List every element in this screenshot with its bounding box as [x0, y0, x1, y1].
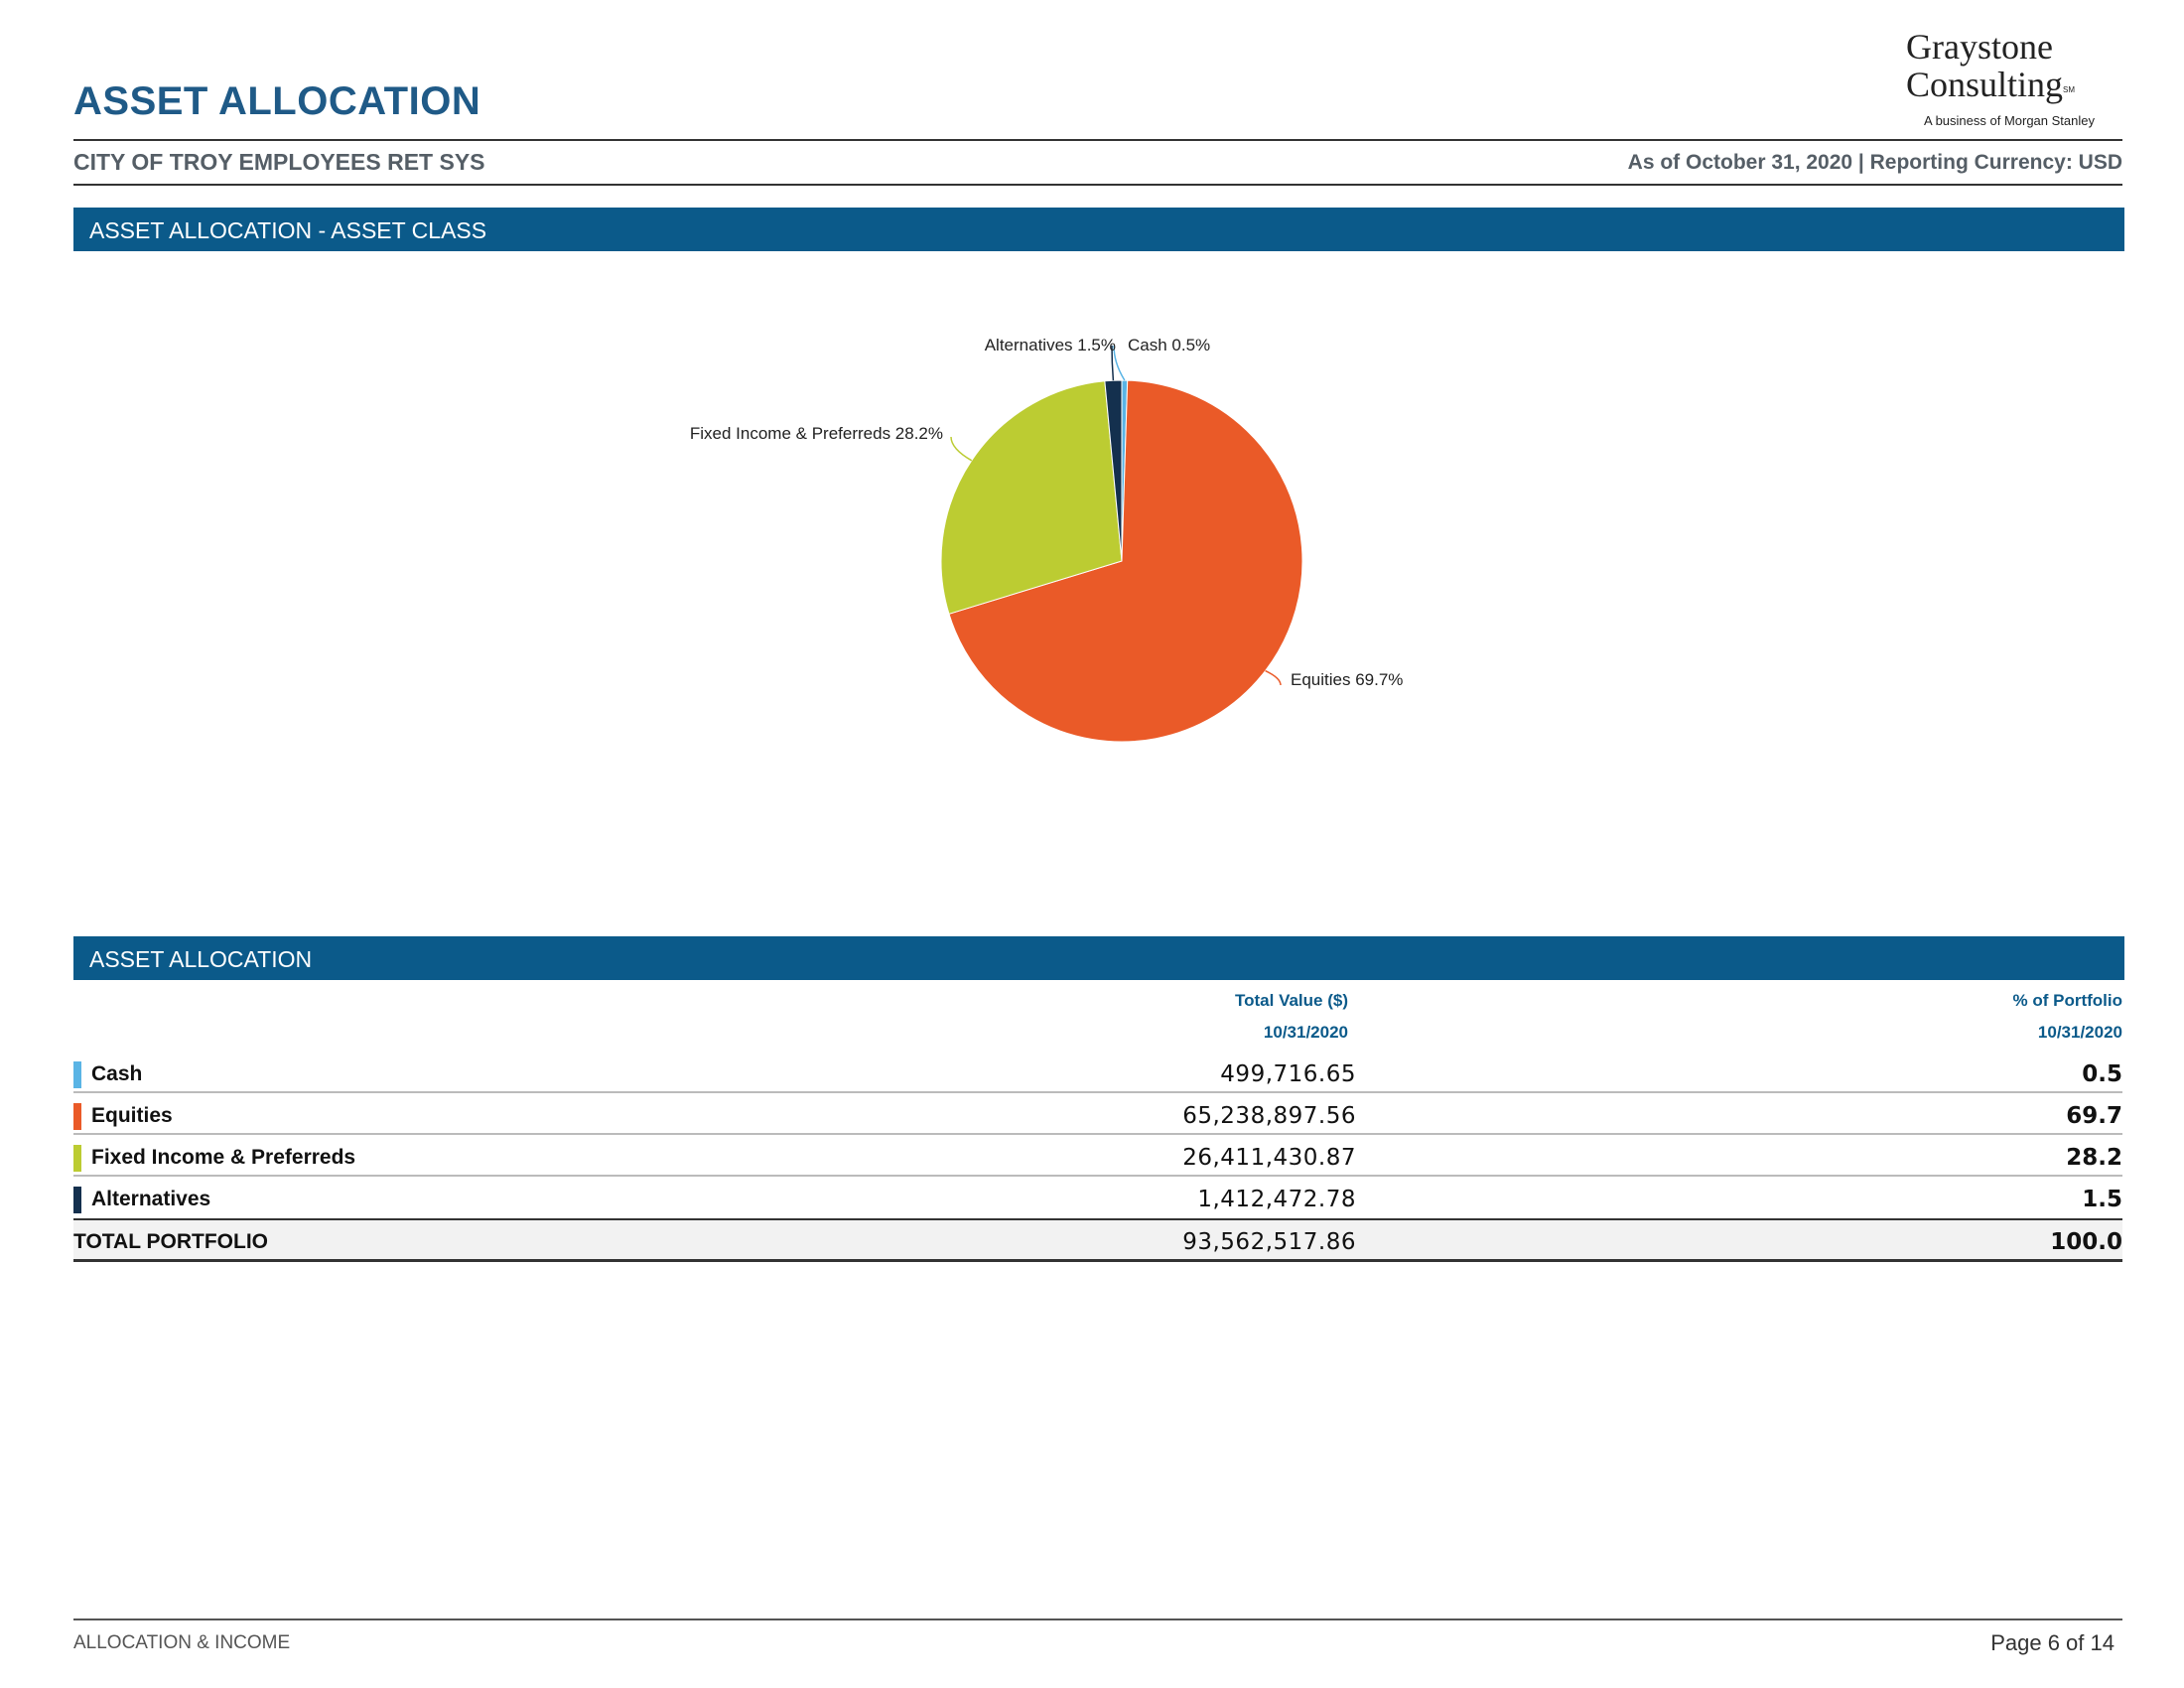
total-pct: 100.0 [2050, 1229, 2122, 1255]
client-name: CITY OF TROY EMPLOYEES RET SYS [73, 149, 485, 175]
legend-swatch-cash [73, 1061, 81, 1088]
page-number: Page 6 of 14 [1990, 1630, 2115, 1655]
subheader-divider [73, 184, 2122, 186]
section-header-asset-allocation: ASSET ALLOCATION [73, 936, 2124, 980]
legend-swatch-fixed-income [73, 1145, 81, 1172]
row-label: Cash [91, 1062, 143, 1085]
row-label: Fixed Income & Preferreds [91, 1146, 356, 1169]
pie-slice-equities [948, 379, 1303, 743]
table-row: Fixed Income & Preferreds 26,411,430.87 … [73, 1136, 2122, 1177]
row-total-value: 26,411,430.87 [1182, 1145, 1356, 1171]
row-pct-portfolio: 28.2 [2066, 1145, 2122, 1171]
row-total-value: 1,412,472.78 [1197, 1187, 1356, 1212]
slice-label-alternatives: Alternatives 1.5% [985, 336, 1116, 354]
logo-tagline: A business of Morgan Stanley [1924, 113, 2095, 128]
slice-label-cash: Cash 0.5% [1128, 336, 1210, 354]
table-row: Equities 65,238,897.56 69.7 [73, 1094, 2122, 1135]
leader-line-equities [1265, 669, 1282, 686]
table-row: Cash 499,716.65 0.5 [73, 1053, 2122, 1093]
header-divider [73, 139, 2122, 141]
logo-line2: ConsultingSM [1906, 65, 2076, 104]
leader-line-cash [1113, 345, 1126, 381]
footer-divider [73, 1618, 2122, 1620]
slice-label-equities: Equities 69.7% [1291, 670, 1403, 689]
slice-label-fixed-income: Fixed Income & Preferreds 28.2% [690, 424, 943, 443]
leader-line-alternatives [1111, 345, 1115, 381]
table-total-row: TOTAL PORTFOLIO 93,562,517.86 100.0 [73, 1218, 2122, 1262]
logo-line1: Graystone [1906, 27, 2053, 67]
logo-service-mark: SM [2063, 85, 2076, 94]
column-header-total-value-date: 10/31/2020 [1263, 1023, 1348, 1042]
page-title: ASSET ALLOCATION [73, 79, 481, 123]
table-row: Alternatives 1,412,472.78 1.5 [73, 1178, 2122, 1218]
row-label: Equities [91, 1104, 173, 1127]
leader-line-fixed-income [950, 436, 973, 462]
footer-section-name: ALLOCATION & INCOME [73, 1632, 291, 1653]
column-header-total-value: Total Value ($) [1235, 991, 1348, 1010]
pie-slice-fixed-income [940, 380, 1123, 615]
as-of-date: As of October 31, 2020 | Reporting Curre… [1627, 151, 2122, 174]
asset-class-pie-chart: Cash 0.5% Equities 69.7% Fixed Income & Pr… [596, 308, 1489, 765]
graystone-logo: Graystone ConsultingSM A business of Mor… [1906, 28, 2124, 128]
row-pct-portfolio: 1.5 [2082, 1187, 2122, 1212]
row-pct-portfolio: 0.5 [2082, 1061, 2122, 1087]
legend-swatch-equities [73, 1103, 81, 1130]
legend-swatch-alternatives [73, 1187, 81, 1213]
total-value: 93,562,517.86 [1182, 1229, 1356, 1255]
column-header-pct-portfolio-date: 10/31/2020 [2037, 1023, 2122, 1042]
total-label: TOTAL PORTFOLIO [73, 1230, 268, 1253]
row-label: Alternatives [91, 1188, 211, 1210]
row-total-value: 499,716.65 [1220, 1061, 1356, 1087]
row-total-value: 65,238,897.56 [1182, 1103, 1356, 1129]
pie-svg: Cash 0.5% Equities 69.7% Fixed Income & Pr… [690, 336, 1403, 743]
row-pct-portfolio: 69.7 [2066, 1103, 2122, 1129]
column-header-pct-portfolio: % of Portfolio [2012, 991, 2122, 1010]
section-header-asset-class: ASSET ALLOCATION - ASSET CLASS [73, 208, 2124, 251]
